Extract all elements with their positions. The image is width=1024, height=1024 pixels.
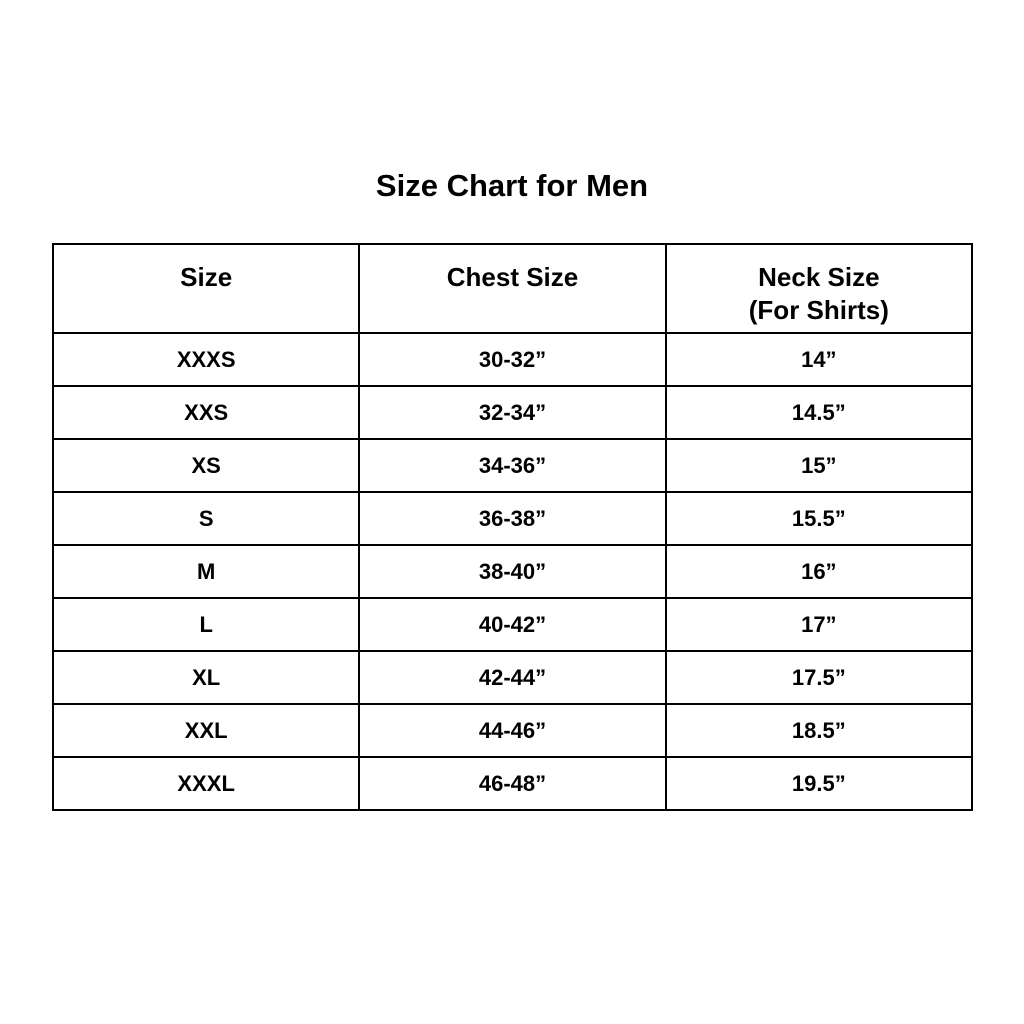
neck-size-cell: 16” [664, 544, 974, 599]
page-title: Size Chart for Men [375, 168, 649, 203]
table-row: XXXS 30-32” 14” [51, 332, 974, 387]
size-cell: XXXS [51, 332, 361, 387]
neck-size-cell: 15.5” [664, 491, 974, 546]
chest-size-cell: 32-34” [358, 385, 667, 440]
chest-size-cell: 40-42” [358, 597, 667, 652]
neck-size-cell: 14” [664, 332, 974, 387]
size-cell: S [51, 491, 361, 546]
column-header-label: Chest Size [446, 262, 579, 292]
header-row: Size Chest Size Neck Size (For Shirts) [51, 243, 974, 334]
neck-size-cell: 18.5” [664, 703, 974, 758]
table-row: M 38-40” 16” [51, 544, 974, 599]
chest-size-cell: 38-40” [358, 544, 667, 599]
size-cell: XS [51, 438, 361, 493]
neck-size-cell: 17” [664, 597, 974, 652]
table-row: S 36-38” 15.5” [51, 491, 974, 546]
neck-size-cell: 14.5” [664, 385, 974, 440]
column-header: Neck Size (For Shirts) [664, 243, 974, 334]
neck-size-cell: 19.5” [664, 756, 974, 811]
size-cell: XXL [51, 703, 361, 758]
chest-size-cell: 42-44” [358, 650, 667, 705]
column-header: Chest Size [358, 243, 667, 334]
size-chart-table: Size Chest Size Neck Size (For Shirts) XXXS… [51, 243, 974, 811]
table-row: XS 34-36” 15” [51, 438, 974, 493]
neck-size-cell: 15” [664, 438, 974, 493]
size-cell: M [51, 544, 361, 599]
size-cell: L [51, 597, 361, 652]
size-cell: XL [51, 650, 361, 705]
table-row: XL 42-44” 17.5” [51, 650, 974, 705]
chest-size-cell: 46-48” [358, 756, 667, 811]
table-row: XXS 32-34” 14.5” [51, 385, 974, 440]
neck-size-cell: 17.5” [664, 650, 974, 705]
table-row: L 40-42” 17” [51, 597, 974, 652]
column-header-label: Neck Size [758, 262, 880, 292]
size-cell: XXS [51, 385, 361, 440]
chest-size-cell: 34-36” [358, 438, 667, 493]
chest-size-cell: 36-38” [358, 491, 667, 546]
size-cell: XXXL [51, 756, 361, 811]
table-row: XXL 44-46” 18.5” [51, 703, 974, 758]
table-row: XXXL 46-48” 19.5” [51, 756, 974, 811]
chest-size-cell: 44-46” [358, 703, 667, 758]
chest-size-cell: 30-32” [358, 332, 667, 387]
column-header: Size [51, 243, 361, 334]
column-header-sublabel: (For Shirts) [748, 295, 889, 325]
column-header-label: Size [180, 262, 233, 292]
